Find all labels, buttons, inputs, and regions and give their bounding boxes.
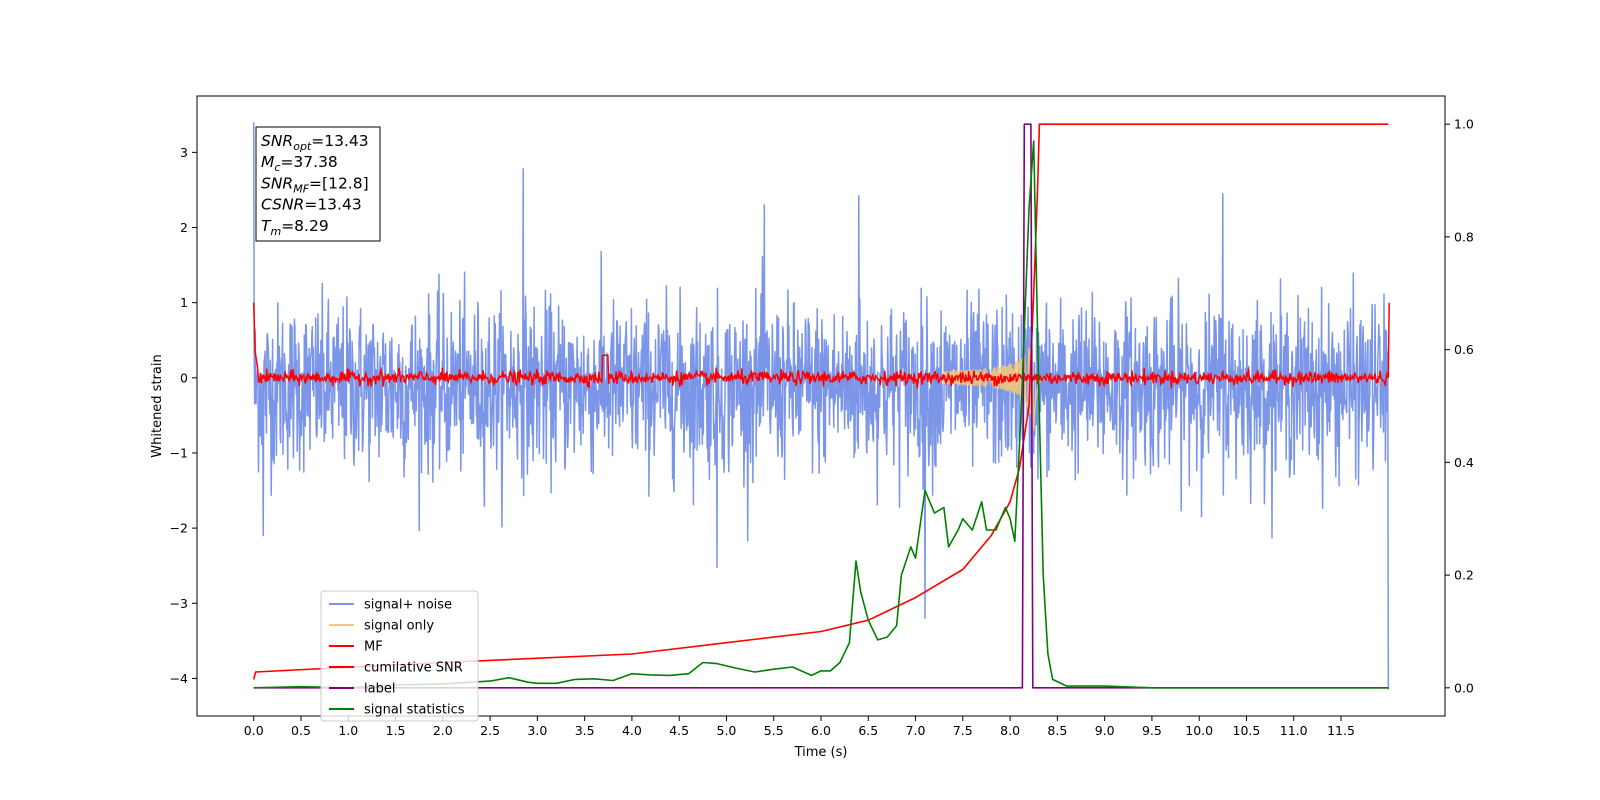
series-label bbox=[253, 123, 1389, 689]
legend-entry-label: signal statistics bbox=[364, 703, 465, 718]
annotation-line: CSNR=13.43 bbox=[261, 196, 362, 214]
x-tick-label: 9.0 bbox=[1095, 723, 1115, 738]
y-right-tick-label: 0.2 bbox=[1454, 568, 1474, 583]
legend-entry-label: label bbox=[364, 682, 395, 697]
series-signal-noise bbox=[252, 122, 1390, 690]
x-tick-label: 10.5 bbox=[1233, 723, 1261, 738]
annotation-subscript: c bbox=[274, 161, 280, 174]
x-tick-label: 2.0 bbox=[433, 723, 453, 738]
x-tick-label: 3.5 bbox=[575, 723, 595, 738]
legend-frame bbox=[320, 590, 479, 722]
y-left-tick-label: −1 bbox=[170, 445, 188, 460]
annotation-line: SNRMF=[12.8] bbox=[261, 174, 369, 195]
annotation-value: =13.43 bbox=[311, 132, 368, 150]
x-tick-label: 2.5 bbox=[480, 723, 500, 738]
legend-entry-label: cumilative SNR bbox=[364, 661, 463, 676]
x-tick-label: 1.0 bbox=[338, 723, 358, 738]
annotation-value: =13.43 bbox=[304, 196, 361, 214]
y-left-tick-label: −3 bbox=[170, 596, 188, 611]
x-tick-label: 6.0 bbox=[811, 723, 831, 738]
series-signal-statistics bbox=[253, 140, 1389, 689]
legend-entry-label: signal+ noise bbox=[364, 598, 452, 613]
x-tick-label: 7.5 bbox=[953, 723, 973, 738]
y-right-tick-label: 0.0 bbox=[1454, 680, 1474, 695]
legend-entry-label: signal only bbox=[364, 619, 434, 634]
x-tick-label: 4.5 bbox=[669, 723, 689, 738]
x-tick-label: 11.5 bbox=[1327, 723, 1355, 738]
x-tick-label: 0.0 bbox=[244, 723, 264, 738]
x-tick-label: 4.0 bbox=[622, 723, 642, 738]
x-tick-label: 10.0 bbox=[1185, 723, 1213, 738]
y-axis-right: 1.0 0.8 0.6 0.4 0.2 0.0 bbox=[1445, 117, 1474, 695]
x-tick-label: 5.5 bbox=[764, 723, 784, 738]
x-tick-label: 8.5 bbox=[1047, 723, 1067, 738]
x-tick-label: 8.0 bbox=[1000, 723, 1020, 738]
series-cumulative-snr bbox=[252, 123, 1389, 680]
x-tick-label: 7.0 bbox=[906, 723, 926, 738]
annotation-value: =[12.8] bbox=[309, 174, 369, 192]
y-left-tick-label: 0 bbox=[180, 370, 188, 385]
x-tick-label: 3.0 bbox=[527, 723, 547, 738]
x-tick-label: 6.5 bbox=[858, 723, 878, 738]
y-left-tick-label: −2 bbox=[170, 521, 188, 536]
legend-entry-label: MF bbox=[364, 640, 383, 655]
x-tick-label: 5.0 bbox=[717, 723, 737, 738]
x-axis: 0.0 0.5 1.0 1.5 2.0 2.5 3.0 3.5 4.0 4.5 5.0 5.5 6.0 6… bbox=[244, 716, 1355, 738]
annotation-value: =37.38 bbox=[280, 153, 337, 171]
annotation-subscript: opt bbox=[293, 140, 312, 153]
x-tick-label: 11.0 bbox=[1280, 723, 1308, 738]
annotation-value: =8.29 bbox=[281, 217, 329, 235]
legend: signal+ noise signal only MF cumilative SNR… bbox=[320, 590, 479, 722]
annotation-box: SNRopt=13.43Mc=37.38SNRMF=[12.8]CSNR=13.… bbox=[255, 126, 381, 242]
x-tick-label: 0.5 bbox=[291, 723, 311, 738]
y-left-tick-label: −4 bbox=[170, 671, 188, 686]
y-left-tick-label: 3 bbox=[180, 145, 188, 160]
x-tick-label: 9.5 bbox=[1142, 723, 1162, 738]
y-right-tick-label: 0.8 bbox=[1454, 229, 1474, 244]
x-tick-label: 1.5 bbox=[386, 723, 406, 738]
y-right-tick-label: 0.6 bbox=[1454, 342, 1474, 357]
annotation-symbol: T bbox=[261, 217, 272, 235]
annotation-symbol: SNR bbox=[261, 174, 293, 192]
y-axis-label: Whitened strain bbox=[150, 354, 165, 457]
y-right-tick-label: 0.4 bbox=[1454, 455, 1474, 470]
annotation-symbol: SNR bbox=[261, 132, 293, 150]
annotation-line: Tm=8.29 bbox=[261, 217, 329, 238]
series-mf bbox=[252, 302, 1390, 389]
x-axis-label: Time (s) bbox=[794, 745, 848, 760]
annotation-line: SNRopt=13.43 bbox=[261, 132, 369, 153]
y-right-tick-label: 1.0 bbox=[1454, 117, 1474, 132]
y-left-tick-label: 1 bbox=[180, 295, 188, 310]
y-left-tick-label: 2 bbox=[180, 220, 188, 235]
annotation-symbol: M bbox=[261, 153, 274, 171]
annotation-subscript: m bbox=[270, 225, 281, 238]
annotation-subscript: MF bbox=[293, 182, 309, 195]
annotation-frame bbox=[255, 126, 381, 242]
annotation-symbol: CSNR bbox=[261, 196, 304, 214]
annotation-line: Mc=37.38 bbox=[261, 153, 338, 174]
y-axis-left: 3 2 1 0 −1 −2 −3 −4 bbox=[170, 145, 197, 686]
series-layer bbox=[252, 122, 1390, 690]
